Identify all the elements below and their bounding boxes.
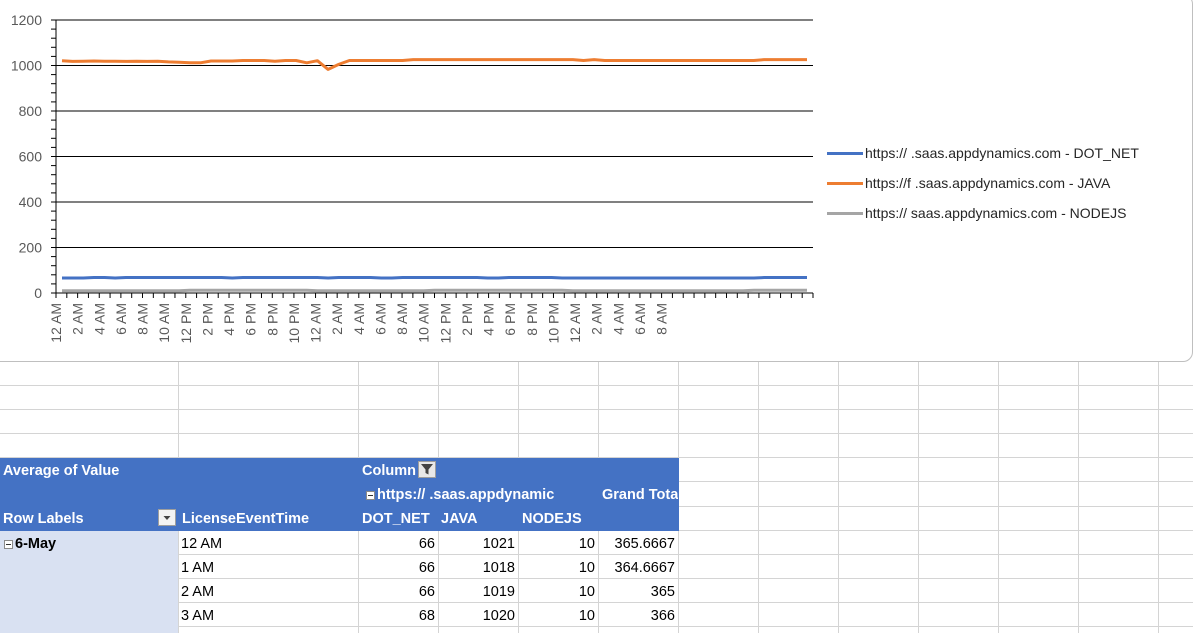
cell-dot-net[interactable]: 66 <box>418 584 435 600</box>
x-tick-label: 6 PM <box>502 303 518 336</box>
chart-object[interactable]: 0 200 400 600 800 1000 1200 12 AM 2 AM 4 AM 6 AM 8 … <box>0 0 1193 362</box>
x-tick-label: 10 AM <box>156 303 172 343</box>
x-tick-label: 8 AM <box>654 303 670 335</box>
y-tick-label: 0 <box>34 285 42 301</box>
cell-time[interactable]: 1 AM <box>181 560 215 576</box>
column-field-text: https:// .saas.appdynamic <box>377 487 555 503</box>
cell-nodejs[interactable]: 10 <box>578 536 595 552</box>
y-tick-label: 600 <box>19 149 43 165</box>
x-tick-label: 6 AM <box>113 303 129 335</box>
x-tick-label: 8 AM <box>394 303 410 335</box>
legend-swatch <box>827 151 863 155</box>
x-tick-label: 12 AM <box>308 303 324 343</box>
collapse-icon[interactable] <box>4 539 13 549</box>
legend-label: https:// .saas.appdynamics.com - DOT_NET <box>865 145 1139 161</box>
legend-swatch <box>827 211 863 215</box>
cell-java[interactable]: 1020 <box>482 608 515 624</box>
cell-java[interactable]: 1021 <box>482 536 515 552</box>
x-tick-label: 2 PM <box>199 303 215 336</box>
x-tick-label: 2 AM <box>70 303 86 335</box>
cell-grand-total[interactable]: 366 <box>650 608 675 624</box>
cell-nodejs[interactable]: 10 <box>578 560 595 576</box>
cell-nodejs[interactable]: 10 <box>578 608 595 624</box>
x-tick-label: 4 AM <box>91 303 107 335</box>
pivot-header: Average of Value Column https:// .saas.a… <box>0 458 679 531</box>
x-tick-label: 10 PM <box>286 303 302 343</box>
row-group-band <box>0 531 178 633</box>
series-line <box>62 276 807 280</box>
grand-total-header: Grand Tota <box>602 487 678 503</box>
cell-dot-net[interactable]: 68 <box>418 608 435 624</box>
x-tick-label: 12 PM <box>178 303 194 343</box>
x-tick-label: 12 AM <box>567 303 583 343</box>
column-field-value[interactable]: https:// .saas.appdynamic <box>366 487 598 503</box>
x-tick-label: 12 PM <box>437 303 453 343</box>
pivot-value-field: Average of Value <box>3 463 120 479</box>
x-tick-label: 8 AM <box>135 303 151 335</box>
row-group-6-may[interactable]: 6-May <box>4 536 56 552</box>
x-tick-label: 4 PM <box>221 303 237 336</box>
cell-dot-net[interactable]: 66 <box>418 560 435 576</box>
license-event-time-header: LicenseEventTime <box>182 511 310 527</box>
column-filter-button[interactable] <box>418 461 436 478</box>
chart-legend: https:// .saas.appdynamics.com - DOT_NET… <box>827 138 1139 228</box>
chevron-down-icon <box>163 516 171 520</box>
x-tick-label: 4 AM <box>351 303 367 335</box>
cell-time[interactable]: 3 AM <box>181 608 215 624</box>
x-tick-label: 10 PM <box>545 303 561 343</box>
legend-label: https://f .saas.appdynamics.com - JAVA <box>865 175 1111 191</box>
y-tick-label: 200 <box>19 240 43 256</box>
row-group-label: 6-May <box>15 536 57 552</box>
cell-dot-net[interactable]: 66 <box>418 536 435 552</box>
cell-grand-total[interactable]: 365.6667 <box>614 536 675 552</box>
y-tick-label: 800 <box>19 103 43 119</box>
x-tick-label: 12 AM <box>48 303 64 343</box>
legend-swatch <box>827 181 863 185</box>
x-tick-label: 2 PM <box>459 303 475 336</box>
row-labels-header: Row Labels <box>3 511 84 527</box>
line-chart: 0 200 400 600 800 1000 1200 12 AM 2 AM 4 AM 6 AM 8 … <box>11 12 814 343</box>
x-tick-label: 4 PM <box>481 303 497 336</box>
legend-label: https:// saas.appdynamics.com - NODEJS <box>865 205 1127 221</box>
columns-label: Column <box>362 463 416 479</box>
cell-java[interactable]: 1018 <box>482 560 515 576</box>
legend-item-java: https://f .saas.appdynamics.com - JAVA <box>827 168 1139 198</box>
legend-item-dot-net: https:// .saas.appdynamics.com - DOT_NET <box>827 138 1139 168</box>
x-tick-label: 6 AM <box>372 303 388 335</box>
y-tick-label: 400 <box>19 194 43 210</box>
col-header-java: JAVA <box>441 511 478 527</box>
row-labels-dropdown[interactable] <box>158 509 176 526</box>
series-line <box>61 58 807 71</box>
y-tick-label: 1000 <box>11 58 42 74</box>
cell-java[interactable]: 1019 <box>482 584 515 600</box>
x-tick-label: 4 AM <box>610 303 626 335</box>
collapse-icon[interactable] <box>366 490 375 500</box>
x-tick-label: 8 PM <box>264 303 280 336</box>
col-header-dot-net: DOT_NET <box>362 511 430 527</box>
x-tick-label: 6 AM <box>632 303 648 335</box>
cell-time[interactable]: 12 AM <box>181 536 223 552</box>
x-tick-label: 6 PM <box>243 303 259 336</box>
x-tick-label: 2 AM <box>589 303 605 335</box>
x-tick-label: 10 AM <box>416 303 432 343</box>
cell-time[interactable]: 2 AM <box>181 584 215 600</box>
legend-item-nodejs: https:// saas.appdynamics.com - NODEJS <box>827 198 1139 228</box>
y-tick-label: 1200 <box>11 12 42 28</box>
x-tick-label: 2 AM <box>329 303 345 335</box>
x-tick-label: 8 PM <box>524 303 540 336</box>
cell-nodejs[interactable]: 10 <box>578 584 595 600</box>
col-header-nodejs: NODEJS <box>522 511 582 527</box>
cell-grand-total[interactable]: 364.6667 <box>614 560 675 576</box>
filter-icon <box>421 464 433 475</box>
cell-grand-total[interactable]: 365 <box>650 584 675 600</box>
